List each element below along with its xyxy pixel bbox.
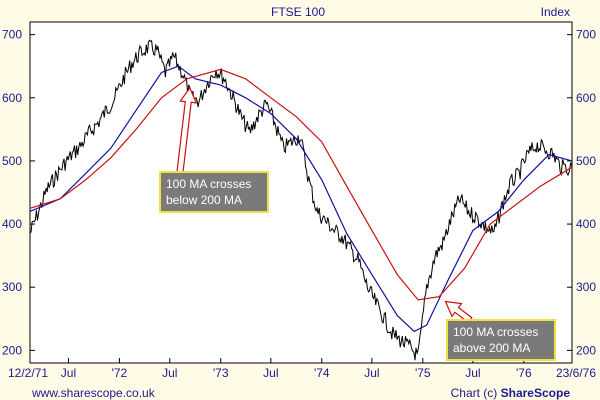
callout-text-cross_up-1: above 200 MA (453, 341, 530, 355)
y-tick-label-right-4: 600 (576, 91, 596, 105)
x-tick-label-9: Jul (465, 366, 480, 380)
chart-title: FTSE 100 (271, 5, 325, 19)
x-tick-label-10: '76 (516, 366, 532, 380)
y-tick-label-left-5: 700 (2, 28, 22, 42)
y-tick-label-left-1: 300 (2, 280, 22, 294)
x-tick-label-4: '73 (213, 366, 229, 380)
x-tick-label-0: 12/2/71 (8, 366, 48, 380)
x-tick-label-3: Jul (162, 366, 177, 380)
callout-box-cross_up (446, 319, 556, 361)
y-tick-label-left-0: 200 (2, 343, 22, 357)
y-tick-label-right-2: 400 (576, 217, 596, 231)
x-tick-label-6: '74 (314, 366, 330, 380)
callout-text-cross_down-1: below 200 MA (166, 193, 242, 207)
y-tick-label-right-5: 700 (576, 28, 596, 42)
y-tick-label-right-3: 500 (576, 154, 596, 168)
credit-prefix: Chart (c) (451, 386, 501, 400)
callout-cross_up: 100 MA crosses above 200 MA (444, 300, 556, 361)
x-tick-label-8: '75 (415, 366, 431, 380)
brand-bold: Share (501, 386, 535, 400)
callout-text-cross_up-0: 100 MA crosses (453, 325, 538, 339)
y-tick-label-right-1: 300 (576, 280, 596, 294)
y-tick-label-left-4: 600 (2, 91, 22, 105)
brand-rest: Scope (534, 386, 570, 400)
series-ma200 (29, 68, 573, 301)
series-ma100 (29, 65, 573, 333)
callout-text-cross_down-0: 100 MA crosses (166, 177, 251, 191)
y-tick-label-left-2: 400 (2, 217, 22, 231)
x-tick-label-1: Jul (61, 366, 76, 380)
callout-cross_down: 100 MA crosses below 200 MA (159, 86, 269, 213)
x-tick-label-5: Jul (263, 366, 278, 380)
series-layer (29, 39, 573, 361)
footer-credit: Chart (c) ShareScope (451, 386, 571, 400)
x-tick-label-2: '72 (112, 366, 128, 380)
y-tick-label-right-0: 200 (576, 343, 596, 357)
callout-arrow-cross_down (176, 86, 198, 174)
y-axis-left: 200 300 400 500 600 700 (2, 28, 35, 357)
y-axis-right: 200 300 400 500 600 700 (567, 28, 596, 357)
callout-box-cross_down (159, 171, 269, 213)
units-label: Index (541, 5, 570, 19)
footer-website[interactable]: www.sharescope.co.uk (31, 386, 156, 400)
x-axis: 12/2/71 Jul '72 Jul '73 Jul '74 Jul '75 Jul '76 23/… (8, 358, 596, 380)
y-tick-label-left-3: 500 (2, 154, 22, 168)
x-tick-label-7: Jul (364, 366, 379, 380)
x-tick-label-11: 23/6/76 (556, 366, 596, 380)
plot-area (29, 21, 573, 364)
